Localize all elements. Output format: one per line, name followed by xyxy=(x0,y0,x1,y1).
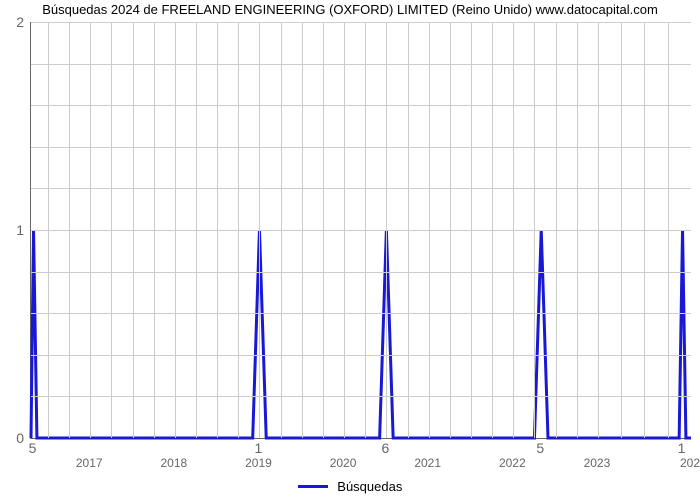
gridline-h-minor xyxy=(31,313,691,314)
ytick-label: 0 xyxy=(16,430,24,446)
xtick-label: 2019 xyxy=(245,456,272,470)
gridline-h xyxy=(31,22,691,23)
gridline-h-minor xyxy=(31,64,691,65)
chart-container: Búsquedas 2024 de FREELAND ENGINEERING (… xyxy=(0,0,700,500)
chart-title-text: Búsquedas 2024 de FREELAND ENGINEERING (… xyxy=(42,2,658,17)
xtick-label-edge: 202 xyxy=(680,456,700,470)
gridline-h-minor xyxy=(31,188,691,189)
secondary-x-label: 1 xyxy=(255,440,263,456)
secondary-x-label: 5 xyxy=(29,440,37,456)
xtick-label: 2020 xyxy=(330,456,357,470)
xtick-label: 2018 xyxy=(160,456,187,470)
gridline-h xyxy=(31,230,691,231)
legend: Búsquedas xyxy=(0,478,700,494)
gridline-h-minor xyxy=(31,105,691,106)
ytick-label: 1 xyxy=(16,222,24,238)
secondary-x-label: 5 xyxy=(536,440,544,456)
gridline-h-minor xyxy=(31,147,691,148)
secondary-x-label: 6 xyxy=(381,440,389,456)
gridline-h-minor xyxy=(31,355,691,356)
legend-label: Búsquedas xyxy=(337,479,402,494)
legend-swatch xyxy=(298,485,328,488)
gridline-h-minor xyxy=(31,272,691,273)
ytick-label: 2 xyxy=(16,14,24,30)
xtick-label: 2021 xyxy=(414,456,441,470)
gridline-h-minor xyxy=(31,396,691,397)
xtick-label: 2017 xyxy=(76,456,103,470)
secondary-x-label: 1 xyxy=(678,440,686,456)
xtick-label: 2022 xyxy=(499,456,526,470)
chart-title: Búsquedas 2024 de FREELAND ENGINEERING (… xyxy=(0,2,700,17)
plot-area xyxy=(30,22,691,439)
xtick-label: 2023 xyxy=(584,456,611,470)
